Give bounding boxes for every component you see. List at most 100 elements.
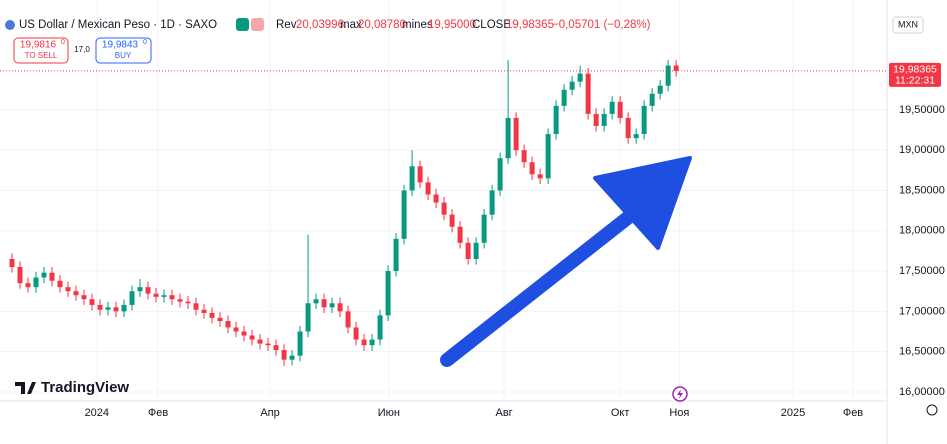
x-tick-label: Окт xyxy=(611,407,630,419)
status-icon xyxy=(251,18,264,31)
y-tick-label: 17,50000 xyxy=(899,265,945,277)
arrow-head xyxy=(593,156,692,250)
candle-body xyxy=(417,166,423,183)
candle-body xyxy=(657,85,663,94)
ohlc-value: 20,03996 xyxy=(296,19,344,31)
ohlc-label: CLOSE xyxy=(472,19,511,31)
candle-body xyxy=(233,327,239,332)
price-axis: 16,00000 16,50000 17,00000 17,50000 18,00000… xyxy=(85,62,945,419)
currency[interactable]: MXN xyxy=(898,19,918,29)
candle-body xyxy=(521,150,527,163)
candle-body xyxy=(17,267,23,284)
candle-body xyxy=(633,134,639,139)
candle-body xyxy=(585,73,591,114)
buy-box[interactable] xyxy=(95,37,152,64)
candle-body xyxy=(385,271,391,316)
candle-body xyxy=(465,242,471,259)
candle-body xyxy=(289,355,295,360)
candle-body xyxy=(209,312,215,318)
buy-sup[interactable]: 0 xyxy=(143,39,147,46)
header: US Dollar / Mexican Peso · 1D · SAXO Rev… xyxy=(5,18,651,31)
candle-body xyxy=(577,73,583,82)
candle-body xyxy=(137,287,143,292)
y-tick-label: 17,00000 xyxy=(899,305,945,317)
x-tick-label: 2024 xyxy=(85,407,109,419)
candle-body xyxy=(433,194,439,203)
candle-body xyxy=(337,303,343,312)
candle-body xyxy=(641,105,647,135)
candle-body xyxy=(73,291,79,296)
candle-body xyxy=(561,89,567,106)
candle-body xyxy=(153,293,159,297)
candle-body xyxy=(441,202,447,215)
candle-body xyxy=(201,309,207,313)
candle-body xyxy=(329,303,335,308)
candle-body xyxy=(281,350,287,360)
candle-body xyxy=(601,113,607,126)
candle-body xyxy=(409,166,415,191)
sell-price[interactable]: 19,9816 xyxy=(20,40,57,51)
candle-body xyxy=(401,190,407,239)
candle-body xyxy=(169,295,175,300)
candle-body xyxy=(105,307,111,310)
x-tick-label: Фев xyxy=(843,407,863,419)
candle-body xyxy=(297,331,303,356)
sell-box[interactable] xyxy=(13,37,69,64)
candle-body xyxy=(225,321,231,328)
status-icon xyxy=(236,18,249,31)
y-tick-label: 16,00000 xyxy=(899,386,945,398)
spread: 17,0 xyxy=(74,45,90,54)
candle-body xyxy=(625,117,631,139)
ohlc-value: 20,08780 xyxy=(358,19,406,31)
sell-label[interactable]: TO SELL xyxy=(25,51,58,60)
candle-body xyxy=(193,303,199,310)
candle-body xyxy=(313,299,319,304)
candle-body xyxy=(97,304,103,310)
candle-body xyxy=(457,226,463,243)
y-tick-label: 16,50000 xyxy=(899,346,945,358)
y-tick-label: 18,50000 xyxy=(899,184,945,196)
y-tick-label: 18,00000 xyxy=(899,225,945,237)
candle-body xyxy=(185,301,191,304)
sell-button[interactable]: 19,9816 0 TO SELL xyxy=(13,37,69,64)
candle-body xyxy=(609,101,615,114)
price-tag-value: 19,98365 xyxy=(893,64,937,76)
logo-text: TradingView xyxy=(41,379,129,396)
x-tick-label: Ноя xyxy=(669,407,689,419)
candle-body xyxy=(449,214,455,227)
buy-label[interactable]: BUY xyxy=(115,51,132,60)
x-tick-label: Авг xyxy=(496,407,513,419)
currency-box[interactable] xyxy=(892,16,924,34)
symbol-title: US Dollar / Mexican Peso · 1D · SAXO xyxy=(19,19,217,31)
sell-sup[interactable]: 0 xyxy=(61,39,65,46)
candle-body xyxy=(673,65,679,71)
candle-body xyxy=(25,283,31,288)
x-tick-label: 2025 xyxy=(781,407,805,419)
candle-body xyxy=(49,272,55,281)
arrow-shaft xyxy=(440,209,637,367)
candle-body xyxy=(305,303,311,332)
candle-body xyxy=(537,174,543,179)
candle-body xyxy=(177,299,183,302)
buy-price[interactable]: 19,9843 xyxy=(102,40,139,51)
candle-body xyxy=(241,331,247,336)
buy-button[interactable]: 19,9843 0 BUY xyxy=(95,37,152,64)
candle-body xyxy=(569,81,575,90)
candle-body xyxy=(617,101,623,118)
x-tick-label: Апр xyxy=(260,407,279,419)
candle-body xyxy=(665,65,671,86)
plot-area xyxy=(0,0,887,401)
candle-body xyxy=(545,134,551,179)
price-tag xyxy=(889,62,941,87)
candle-body xyxy=(89,299,95,305)
ohlc-value: 19,98365 xyxy=(506,19,554,31)
ohlc-label: max xyxy=(340,19,362,31)
settings-icon[interactable] xyxy=(926,404,938,416)
y-tick-label: 19,00000 xyxy=(899,144,945,156)
candle-body xyxy=(41,272,47,278)
candle-body xyxy=(393,238,399,272)
ohlc-value: 19,95000 xyxy=(428,19,476,31)
candle-body xyxy=(649,93,655,106)
candle-body xyxy=(489,190,495,215)
